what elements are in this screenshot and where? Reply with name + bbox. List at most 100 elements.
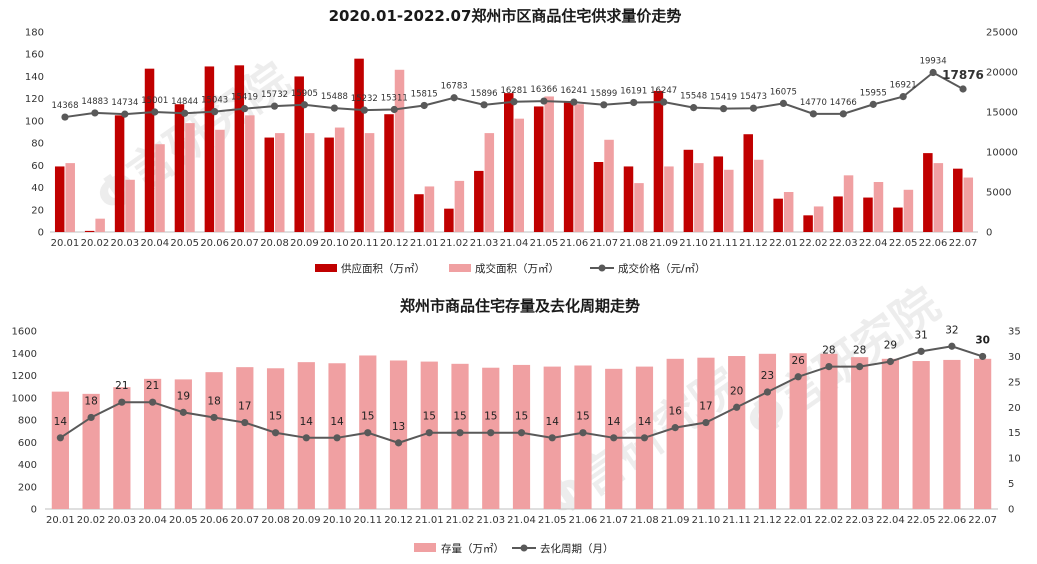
cycle-point xyxy=(548,434,556,442)
stock-bar xyxy=(113,387,131,509)
chart1-legend: 供应面积（万㎡） 成交面积（万㎡） 成交价格（元/㎡） xyxy=(315,262,706,275)
deal-bar xyxy=(664,166,674,232)
chart1-x-tick: 20.01 xyxy=(51,238,80,249)
supply-bar xyxy=(84,230,95,232)
price-point xyxy=(779,99,788,107)
cycle-point xyxy=(302,434,310,442)
supply-bar xyxy=(384,114,394,232)
price-point xyxy=(121,110,129,118)
chart1-right-tick: 25000 xyxy=(986,28,1018,39)
price-point xyxy=(211,108,219,116)
price-label: 19934 xyxy=(920,57,947,67)
supply-bar xyxy=(533,106,544,232)
cycle-label: 32 xyxy=(945,324,958,336)
chart2-x-tick: 22.06 xyxy=(938,515,967,526)
cycle-label: 17 xyxy=(699,401,712,413)
cycle-label: 14 xyxy=(546,416,560,428)
chart2-right-tick: 25 xyxy=(1008,377,1021,388)
price-point xyxy=(240,105,249,113)
chart1-x-tick: 22.05 xyxy=(889,238,918,249)
cycle-label: 15 xyxy=(361,411,374,423)
price-point xyxy=(929,68,937,77)
price-point xyxy=(540,97,548,105)
price-label: 15955 xyxy=(860,88,887,98)
chart2-x-tick: 22.01 xyxy=(784,515,813,526)
cycle-label: 28 xyxy=(853,345,866,357)
cycle-point xyxy=(733,403,741,411)
price-point xyxy=(420,101,428,110)
price-label: 16366 xyxy=(530,85,557,95)
cycle-point xyxy=(579,429,587,437)
chart2-right-tick: 20 xyxy=(1008,403,1021,414)
stock-bar xyxy=(51,391,69,509)
chart2-left-tick: 600 xyxy=(18,438,37,449)
cycle-point xyxy=(517,429,526,437)
chart1-left-tick: 0 xyxy=(38,228,44,239)
stock-bar xyxy=(789,353,807,509)
chart2-plot: 0 200 400 600 800 1000 1200 1400 1600 0 5 10 15 20 25 3… xyxy=(12,324,1021,526)
chart1-left-tick: 140 xyxy=(25,72,44,83)
price-label: 17876 xyxy=(942,68,984,82)
cycle-label: 17 xyxy=(238,401,251,413)
chart2-x-tick: 21.06 xyxy=(569,515,598,526)
price-label: 16191 xyxy=(620,86,647,96)
chart2-legend: 存量（万㎡） 去化周期（月） xyxy=(414,542,614,555)
price-point xyxy=(300,101,309,109)
price-label: 16281 xyxy=(500,86,527,96)
deal-bar xyxy=(155,144,165,232)
price-label: 15311 xyxy=(381,94,408,104)
supply-bar xyxy=(114,115,125,232)
chart1-left-tick: 40 xyxy=(31,183,44,194)
chart1-x-tick: 21.01 xyxy=(410,238,439,249)
supply-bar xyxy=(653,90,664,232)
price-point xyxy=(809,110,817,118)
chart1-x-tick: 20.11 xyxy=(350,238,379,249)
chart2-x-tick: 21.02 xyxy=(446,515,475,526)
chart1-x-tick: 20.03 xyxy=(111,238,140,249)
deal-bar xyxy=(454,180,465,232)
price-label: 14734 xyxy=(111,98,138,108)
cycle-label: 15 xyxy=(515,411,528,423)
price-label: 16241 xyxy=(560,86,587,96)
deal-bar xyxy=(724,169,734,232)
supply-bar xyxy=(683,149,694,232)
chart2-left-tick: 400 xyxy=(18,460,37,471)
price-label: 15548 xyxy=(680,92,707,102)
chart1-x-tick: 20.07 xyxy=(230,238,259,249)
cycle-label: 20 xyxy=(730,385,743,397)
chart1-x-tick: 21.06 xyxy=(560,238,589,249)
chart1-left-tick: 20 xyxy=(31,205,44,216)
stock-bar xyxy=(389,360,408,509)
stock-bar xyxy=(881,358,900,509)
deal-bar xyxy=(813,206,824,232)
deal-bar xyxy=(215,129,225,232)
stock-bar xyxy=(820,353,838,509)
stock-bar xyxy=(574,365,592,509)
price-label: 14844 xyxy=(171,97,198,107)
cycle-point xyxy=(487,429,495,437)
price-label: 15001 xyxy=(141,96,168,106)
chart2-x-tick: 20.05 xyxy=(169,515,198,526)
price-label: 15473 xyxy=(740,92,767,102)
supply-bar xyxy=(833,196,843,232)
deal-bar xyxy=(364,133,375,232)
chart1-left-tick: 60 xyxy=(31,161,44,172)
chart2-x-tick: 20.12 xyxy=(384,515,413,526)
deal-bar xyxy=(903,189,914,232)
supply-bar xyxy=(444,208,454,232)
cycle-label: 15 xyxy=(423,411,436,423)
cycle-point xyxy=(856,363,864,371)
chart1-title: 2020.01-2022.07郑州市区商品住宅供求量价走势 xyxy=(329,7,682,25)
price-label: 15815 xyxy=(411,89,438,99)
price-label: 16921 xyxy=(890,81,917,91)
supply-bar xyxy=(144,68,155,233)
price-point xyxy=(390,105,398,114)
deal-bar xyxy=(783,192,794,232)
stock-bar xyxy=(482,367,500,509)
cycle-label: 14 xyxy=(638,416,652,428)
chart1-x-tick: 20.04 xyxy=(140,238,169,249)
chart2-x-tick: 21.05 xyxy=(538,515,567,526)
chart2-x-tick: 22.03 xyxy=(845,515,874,526)
chart1-right-tick: 20000 xyxy=(986,68,1018,79)
